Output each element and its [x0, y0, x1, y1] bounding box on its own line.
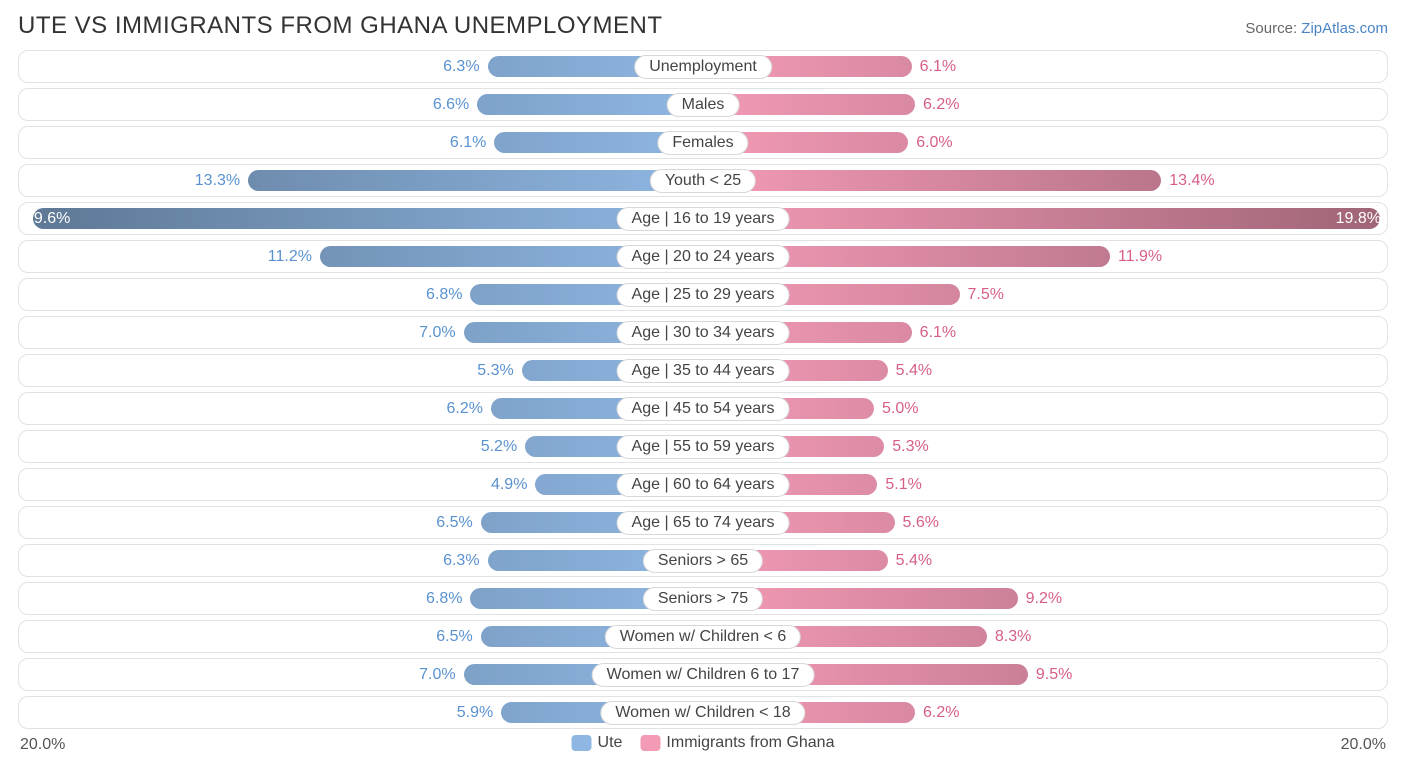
value-left: 19.6%	[25, 210, 70, 228]
axis-max-right: 20.0%	[1341, 736, 1386, 754]
value-left: 6.5%	[436, 628, 472, 646]
chart-row: 6.3% 5.4% Seniors > 65	[18, 544, 1388, 577]
value-right: 11.9%	[1118, 248, 1162, 266]
value-left: 6.5%	[436, 514, 472, 532]
value-left: 6.1%	[450, 134, 486, 152]
category-label: Age | 45 to 54 years	[617, 397, 790, 421]
chart-row: 5.9% 6.2% Women w/ Children < 18	[18, 696, 1388, 729]
chart-row: 11.2% 11.9% Age | 20 to 24 years	[18, 240, 1388, 273]
value-left: 6.8%	[426, 286, 462, 304]
chart-footer: 20.0% Ute Immigrants from Ghana 20.0%	[18, 734, 1388, 760]
chart-row: 5.2% 5.3% Age | 55 to 59 years	[18, 430, 1388, 463]
legend-label-left: Ute	[598, 734, 623, 751]
value-left: 6.3%	[443, 58, 479, 76]
value-left: 4.9%	[491, 476, 527, 494]
source-prefix: Source:	[1245, 20, 1301, 37]
bar-right	[703, 170, 1161, 191]
category-label: Seniors > 65	[643, 549, 763, 573]
chart-row: 6.3% 6.1% Unemployment	[18, 50, 1388, 83]
chart-row: 6.8% 7.5% Age | 25 to 29 years	[18, 278, 1388, 311]
value-left: 11.2%	[268, 248, 312, 266]
category-label: Age | 20 to 24 years	[617, 245, 790, 269]
category-label: Males	[667, 93, 740, 117]
value-right: 5.4%	[896, 362, 932, 380]
value-left: 7.0%	[419, 324, 455, 342]
value-right: 19.8%	[1336, 210, 1381, 228]
value-right: 5.6%	[903, 514, 939, 532]
category-label: Youth < 25	[650, 169, 756, 193]
chart-row: 6.2% 5.0% Age | 45 to 54 years	[18, 392, 1388, 425]
value-right: 6.1%	[920, 58, 956, 76]
chart-title: UTE VS IMMIGRANTS FROM GHANA UNEMPLOYMEN…	[18, 12, 663, 40]
legend-swatch-left	[572, 735, 592, 751]
value-right: 7.5%	[968, 286, 1004, 304]
chart-row: 5.3% 5.4% Age | 35 to 44 years	[18, 354, 1388, 387]
category-label: Age | 60 to 64 years	[617, 473, 790, 497]
chart-row: 4.9% 5.1% Age | 60 to 64 years	[18, 468, 1388, 501]
chart-row: 19.6% 19.8% Age | 16 to 19 years	[18, 202, 1388, 235]
value-left: 5.2%	[481, 438, 517, 456]
value-right: 8.3%	[995, 628, 1031, 646]
value-left: 6.2%	[447, 400, 483, 418]
axis-max-left: 20.0%	[20, 736, 65, 754]
bar-left	[248, 170, 703, 191]
chart-row: 7.0% 9.5% Women w/ Children 6 to 17	[18, 658, 1388, 691]
category-label: Age | 65 to 74 years	[617, 511, 790, 535]
value-left: 7.0%	[419, 666, 455, 684]
value-right: 13.4%	[1169, 172, 1214, 190]
value-left: 5.3%	[477, 362, 513, 380]
value-right: 5.0%	[882, 400, 918, 418]
value-right: 6.0%	[916, 134, 952, 152]
source-attribution: Source: ZipAtlas.com	[1245, 20, 1388, 37]
category-label: Age | 16 to 19 years	[617, 207, 790, 231]
bar-left	[33, 208, 703, 229]
value-right: 6.1%	[920, 324, 956, 342]
chart-row: 6.5% 5.6% Age | 65 to 74 years	[18, 506, 1388, 539]
value-right: 6.2%	[923, 96, 959, 114]
legend-item-right: Immigrants from Ghana	[640, 734, 834, 752]
category-label: Women w/ Children < 18	[600, 701, 805, 725]
legend-label-right: Immigrants from Ghana	[666, 734, 834, 751]
category-label: Unemployment	[634, 55, 772, 79]
category-label: Women w/ Children < 6	[605, 625, 801, 649]
chart-row: 6.6% 6.2% Males	[18, 88, 1388, 121]
category-label: Age | 35 to 44 years	[617, 359, 790, 383]
value-left: 6.3%	[443, 552, 479, 570]
value-right: 9.2%	[1026, 590, 1062, 608]
value-left: 6.8%	[426, 590, 462, 608]
chart-row: 7.0% 6.1% Age | 30 to 34 years	[18, 316, 1388, 349]
chart-row: 6.8% 9.2% Seniors > 75	[18, 582, 1388, 615]
chart-row: 6.1% 6.0% Females	[18, 126, 1388, 159]
chart-row: 6.5% 8.3% Women w/ Children < 6	[18, 620, 1388, 653]
value-right: 5.4%	[896, 552, 932, 570]
value-right: 5.1%	[885, 476, 921, 494]
value-right: 6.2%	[923, 704, 959, 722]
source-link[interactable]: ZipAtlas.com	[1301, 20, 1388, 37]
legend-item-left: Ute	[572, 734, 623, 752]
value-left: 13.3%	[195, 172, 240, 190]
value-left: 6.6%	[433, 96, 469, 114]
value-right: 5.3%	[892, 438, 928, 456]
category-label: Age | 55 to 59 years	[617, 435, 790, 459]
category-label: Females	[657, 131, 748, 155]
legend-swatch-right	[640, 735, 660, 751]
bar-right	[703, 208, 1380, 229]
chart-row: 13.3% 13.4% Youth < 25	[18, 164, 1388, 197]
category-label: Women w/ Children 6 to 17	[592, 663, 815, 687]
diverging-bar-chart: 6.3% 6.1% Unemployment 6.6% 6.2% Males 6.1% 6.0…	[18, 50, 1388, 729]
chart-header: UTE VS IMMIGRANTS FROM GHANA UNEMPLOYMEN…	[18, 12, 1388, 40]
legend: Ute Immigrants from Ghana	[572, 734, 835, 752]
category-label: Age | 30 to 34 years	[617, 321, 790, 345]
value-left: 5.9%	[457, 704, 493, 722]
value-right: 9.5%	[1036, 666, 1072, 684]
category-label: Seniors > 75	[643, 587, 763, 611]
category-label: Age | 25 to 29 years	[617, 283, 790, 307]
